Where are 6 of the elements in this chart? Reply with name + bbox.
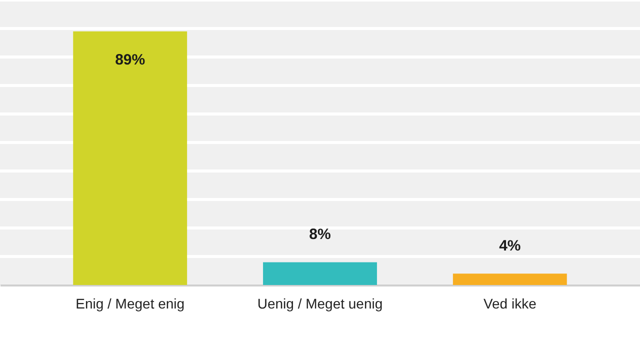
x-tick-label: Ved ikke <box>483 296 537 312</box>
x-tick-label: Enig / Meget enig <box>76 296 185 312</box>
data-label: 4% <box>499 238 521 255</box>
x-tick-label: Uenig / Meget uenig <box>257 296 383 312</box>
data-label: 8% <box>309 226 331 244</box>
data-label: 89% <box>115 51 146 68</box>
